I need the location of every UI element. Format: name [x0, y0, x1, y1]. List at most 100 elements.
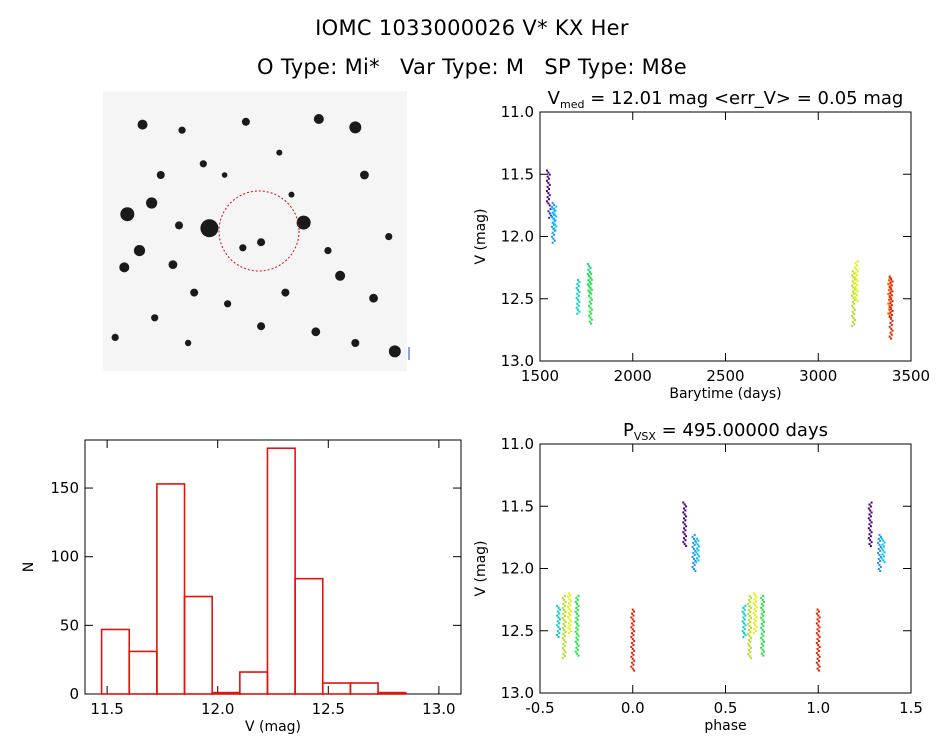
data-point — [553, 239, 556, 242]
data-point — [558, 622, 561, 625]
data-point — [890, 313, 893, 316]
data-point — [748, 625, 751, 628]
data-point — [750, 616, 753, 619]
data-point — [588, 300, 591, 303]
data-point — [545, 200, 548, 203]
data-point — [575, 306, 578, 309]
data-point — [631, 622, 634, 625]
data-point — [741, 630, 744, 633]
data-point — [577, 644, 580, 647]
data-point — [869, 545, 872, 548]
data-point — [752, 592, 755, 595]
type-line: O Type: Mi* Var Type: M SP Type: M8e — [0, 55, 944, 79]
data-point — [750, 647, 753, 650]
data-point — [563, 598, 566, 601]
data-point — [553, 217, 556, 220]
data-point — [749, 600, 752, 603]
data-point — [748, 614, 751, 617]
data-point — [553, 233, 556, 236]
finder-star — [241, 117, 250, 126]
data-point — [692, 541, 695, 544]
data-point — [567, 612, 570, 615]
data-point — [877, 567, 880, 570]
data-point — [747, 618, 750, 621]
data-point — [631, 651, 634, 654]
data-point — [761, 628, 764, 631]
x-tick-label: 1.0 — [806, 699, 830, 717]
data-point — [590, 288, 593, 291]
data-point — [567, 632, 570, 635]
finder-star — [385, 233, 393, 241]
data-point — [818, 626, 821, 629]
data-point — [575, 596, 578, 599]
data-point — [853, 286, 856, 289]
data-point — [752, 602, 755, 605]
data-point — [685, 545, 688, 548]
data-point — [562, 643, 565, 646]
data-point — [682, 527, 685, 530]
data-point — [693, 553, 696, 556]
data-cluster — [853, 260, 859, 303]
data-point — [682, 517, 685, 520]
x-tick-label: 12.0 — [201, 700, 234, 718]
data-point — [890, 304, 893, 307]
histogram-bar — [183, 595, 213, 695]
data-point — [575, 646, 578, 649]
data-point — [631, 628, 634, 631]
plot-title: Vmed = 12.01 mag <err_V> = 0.05 mag — [548, 88, 904, 111]
data-point — [890, 323, 893, 326]
data-point — [555, 215, 558, 218]
data-point — [853, 312, 856, 315]
data-point — [851, 300, 854, 303]
data-point — [564, 600, 567, 603]
data-point — [576, 292, 579, 295]
data-point — [741, 610, 744, 613]
data-point — [575, 286, 578, 289]
data-point — [851, 325, 854, 328]
data-point — [633, 610, 636, 613]
data-point — [590, 282, 593, 285]
data-point — [632, 663, 635, 666]
data-point — [691, 545, 694, 548]
data-point — [750, 606, 753, 609]
data-point — [815, 661, 818, 664]
data-point — [564, 651, 567, 654]
data-point — [630, 645, 633, 648]
data-point — [760, 616, 763, 619]
data-point — [590, 302, 593, 305]
data-point — [545, 179, 548, 182]
data-point — [564, 620, 567, 623]
data-cluster — [682, 501, 688, 548]
data-point — [747, 608, 750, 611]
data-point — [867, 507, 870, 510]
data-point — [879, 549, 882, 552]
data-point — [760, 642, 763, 645]
data-point — [879, 555, 882, 558]
data-point — [817, 634, 820, 637]
data-point — [882, 555, 885, 558]
data-point — [682, 541, 685, 544]
x-tick-label: 2000 — [614, 367, 652, 385]
data-point — [869, 539, 872, 542]
data-point — [888, 275, 891, 278]
data-point — [574, 620, 577, 623]
data-point — [555, 205, 558, 208]
data-cluster — [588, 272, 593, 325]
data-point — [890, 288, 893, 291]
data-point — [818, 616, 821, 619]
y-tick-label: 11.0 — [501, 103, 534, 121]
data-point — [630, 655, 633, 658]
data-point — [552, 221, 555, 224]
data-point — [577, 634, 580, 637]
finder-background — [103, 91, 407, 371]
data-point — [548, 216, 551, 219]
data-point — [879, 539, 882, 542]
data-point — [888, 315, 891, 318]
data-point — [576, 618, 579, 621]
finder-star — [360, 170, 369, 180]
data-point — [888, 296, 891, 299]
data-point — [633, 669, 636, 672]
data-point — [881, 543, 884, 546]
data-point — [548, 212, 551, 215]
data-point — [854, 282, 857, 285]
